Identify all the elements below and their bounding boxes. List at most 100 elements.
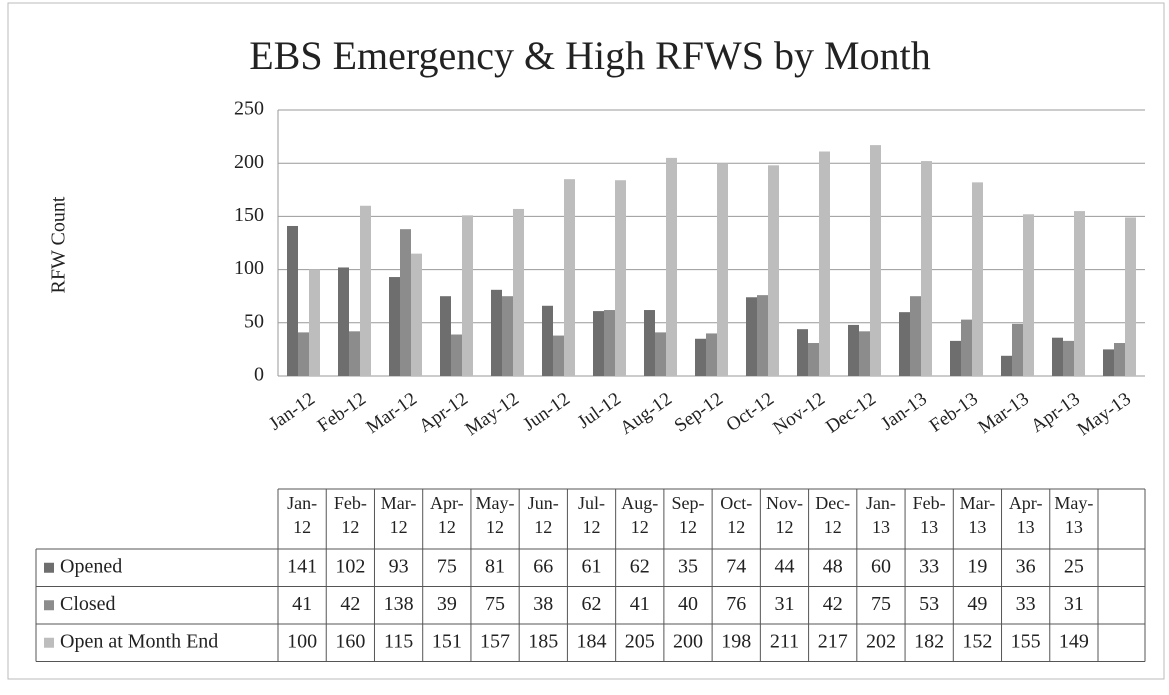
table-header: Sep-12: [672, 493, 705, 537]
bar: [706, 333, 717, 376]
bar: [1063, 340, 1074, 376]
bar: [666, 157, 677, 376]
bar: [513, 208, 524, 376]
bar: [910, 296, 921, 376]
table-value: 25: [1064, 555, 1084, 577]
table-value: 151: [432, 630, 462, 652]
bar: [349, 331, 360, 376]
table-value: 41: [292, 593, 312, 615]
bar: [1052, 337, 1063, 376]
bar: [553, 335, 564, 376]
table-value: 19: [967, 555, 987, 577]
table-value: 211: [770, 630, 799, 652]
table-header: Feb-12: [334, 493, 367, 537]
table-header: Jan-12: [287, 493, 317, 537]
table-value: 141: [287, 555, 317, 577]
bar: [287, 225, 298, 376]
bar: [542, 305, 553, 376]
bar: [462, 215, 473, 376]
table-value: 138: [384, 593, 414, 615]
table-header: May-13: [1054, 493, 1093, 537]
table-header: Jun-12: [528, 493, 559, 537]
bar: [746, 297, 757, 376]
table-value: 44: [774, 555, 794, 577]
bar: [1001, 355, 1012, 376]
bar: [808, 343, 819, 376]
bar: [644, 310, 655, 376]
bar: [564, 179, 575, 376]
table-value: 75: [871, 593, 891, 615]
table-header: Oct-12: [720, 493, 752, 537]
bar: [972, 182, 983, 376]
bar: [411, 253, 422, 376]
legend-label: Opened: [60, 555, 122, 577]
table-header: Mar-13: [960, 493, 996, 537]
y-tick-label: 150: [234, 204, 264, 226]
bar: [1074, 211, 1085, 376]
bar: [899, 312, 910, 376]
table-value: 100: [287, 630, 317, 652]
table-value: 185: [528, 630, 558, 652]
bar: [859, 331, 870, 376]
y-tick-label: 200: [234, 151, 264, 173]
bar: [1012, 323, 1023, 376]
bar: [870, 145, 881, 376]
table-value: 155: [1011, 630, 1041, 652]
bar: [451, 334, 462, 376]
y-tick-label: 100: [234, 257, 264, 279]
bar: [604, 310, 615, 376]
table-value: 42: [340, 593, 360, 615]
table-value: 102: [335, 555, 365, 577]
table-value: 217: [818, 630, 848, 652]
table-value: 60: [871, 555, 891, 577]
table-value: 184: [577, 630, 607, 652]
table-value: 49: [967, 593, 987, 615]
table-value: 157: [480, 630, 510, 652]
table-header: Dec-12: [815, 493, 850, 537]
table-value: 40: [678, 593, 698, 615]
table-value: 205: [625, 630, 655, 652]
bar: [655, 332, 666, 376]
table-value: 31: [1064, 593, 1084, 615]
y-tick-label: 0: [254, 364, 264, 386]
bar: [491, 289, 502, 376]
table-value: 149: [1059, 630, 1089, 652]
table-header: Jul-12: [578, 493, 605, 537]
table-value: 62: [630, 555, 650, 577]
table-value: 200: [673, 630, 703, 652]
table-value: 33: [919, 555, 939, 577]
table-value: 93: [389, 555, 409, 577]
bar: [389, 277, 400, 376]
table-value: 53: [919, 593, 939, 615]
table-value: 75: [485, 593, 505, 615]
bar: [1023, 214, 1034, 376]
table-value: 62: [582, 593, 602, 615]
y-tick-label: 50: [244, 310, 264, 332]
bar: [360, 205, 371, 376]
table-value: 35: [678, 555, 698, 577]
table-value: 182: [914, 630, 944, 652]
bar: [768, 165, 779, 376]
legend-label: Open at Month End: [60, 630, 218, 652]
table-value: 76: [726, 593, 746, 615]
table-header: May-12: [476, 493, 515, 537]
bar: [950, 340, 961, 376]
table-value: 198: [721, 630, 751, 652]
legend-swatch: [44, 600, 54, 611]
table-header: Feb-13: [913, 493, 946, 537]
bar: [819, 151, 830, 376]
table-value: 41: [630, 593, 650, 615]
table-value: 202: [866, 630, 896, 652]
table-value: 42: [823, 593, 843, 615]
table-value: 39: [437, 593, 457, 615]
table-value: 48: [823, 555, 843, 577]
table-header: Apr-12: [430, 493, 464, 537]
table-value: 81: [485, 555, 505, 577]
table-value: 36: [1016, 555, 1036, 577]
bar: [757, 295, 768, 376]
table-value: 61: [582, 555, 602, 577]
table-value: 115: [384, 630, 413, 652]
table-value: 66: [533, 555, 553, 577]
